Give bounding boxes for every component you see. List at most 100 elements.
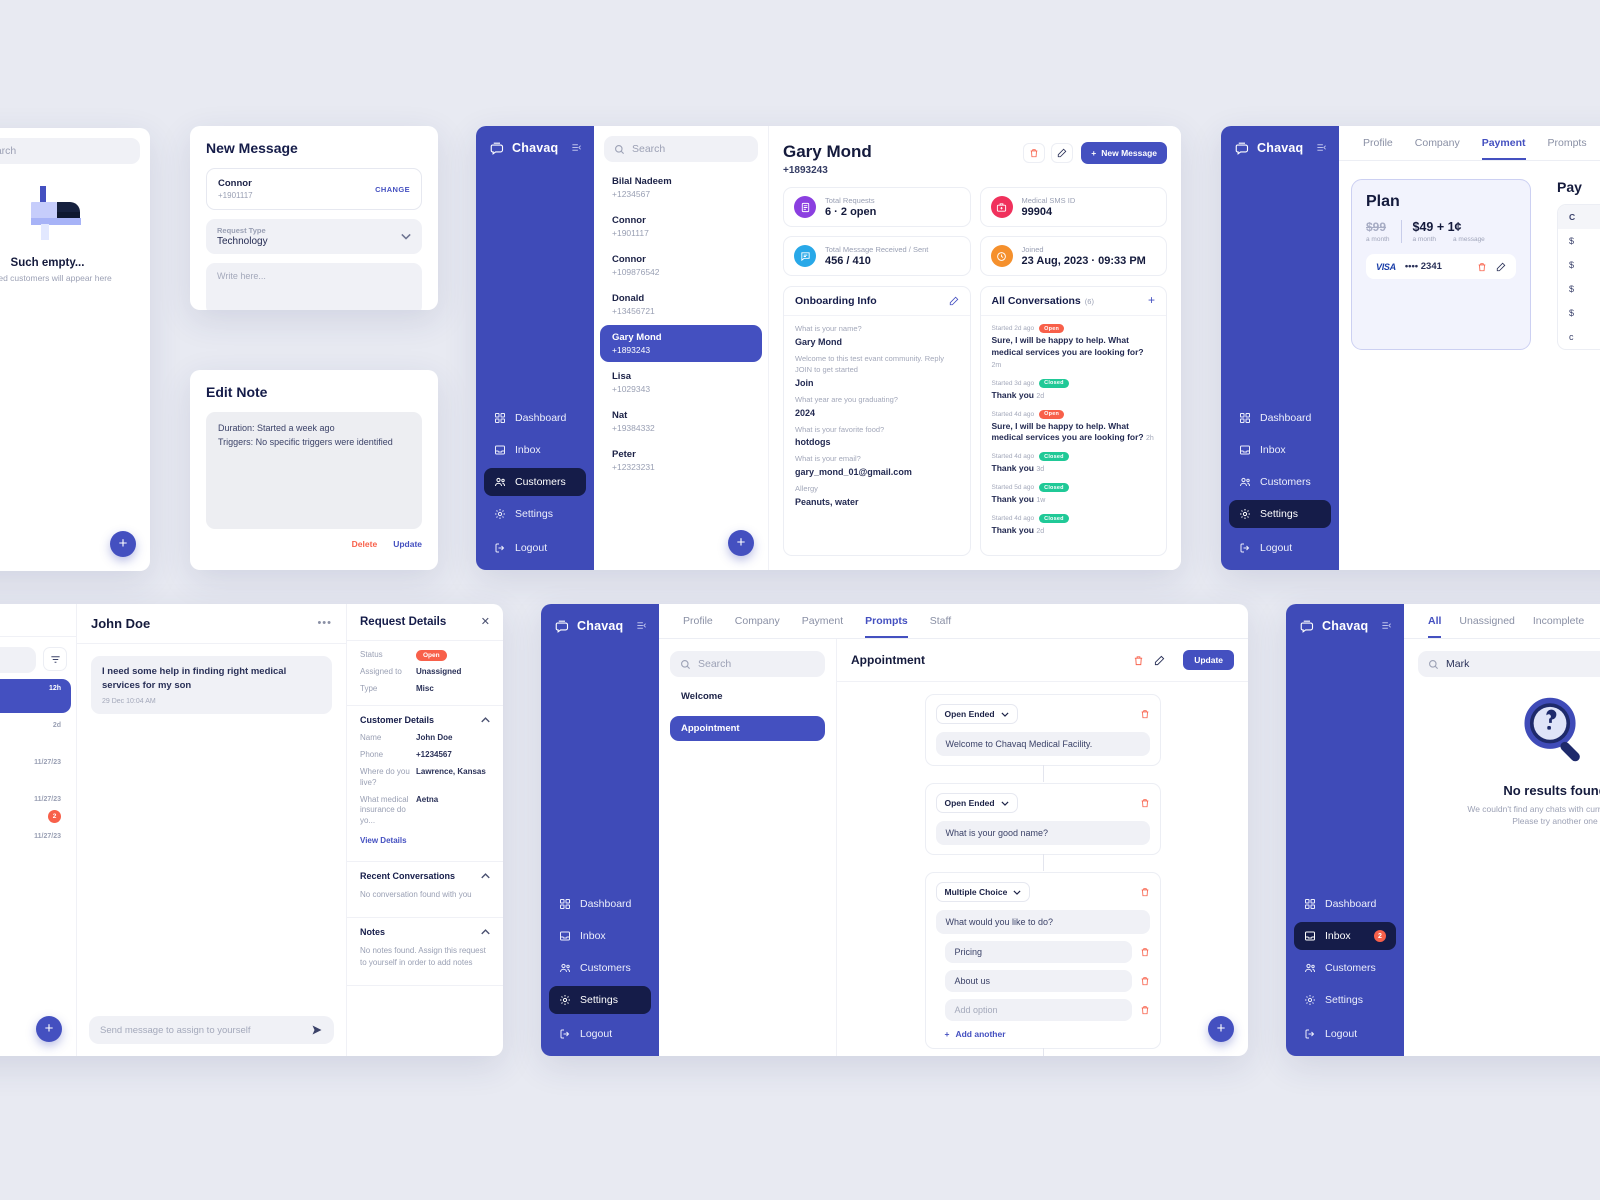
collapse-sidebar-icon[interactable] (1316, 142, 1327, 153)
chat-list-item[interactable]: 11/27/23 2 (0, 790, 71, 824)
tab-unassigned[interactable]: Unassigned (1459, 615, 1515, 627)
prompt-item-appointment[interactable]: Appointment (670, 716, 825, 741)
tab-incomplete[interactable]: Incomplete (1532, 615, 1585, 627)
new-message-button[interactable]: + New Message (1081, 142, 1167, 164)
notes-section-header[interactable]: Notes (347, 918, 503, 942)
delete-option-icon[interactable] (1140, 947, 1150, 957)
sidebar-item-customers[interactable]: Customers (1294, 954, 1396, 982)
sidebar-item-inbox[interactable]: Inbox (484, 436, 586, 464)
tab-prompts[interactable]: Prompts (865, 615, 908, 638)
conversation-item[interactable]: Started 4d ago Open Sure, I will be happy … (992, 409, 1156, 445)
step-type-select[interactable]: Open Ended (935, 704, 1018, 724)
tab-payment[interactable]: Payment (1481, 137, 1526, 160)
list-item[interactable]: Connor +1901117 (600, 208, 762, 245)
thread-menu-icon[interactable]: ••• (317, 617, 332, 630)
sidebar-item-inbox[interactable]: Inbox (549, 922, 651, 950)
chat-list-item[interactable]: 2d (0, 716, 71, 750)
search-input[interactable]: Search (0, 138, 140, 164)
step-text-input[interactable]: What would you like to do? (935, 910, 1150, 934)
tab-payment[interactable]: Payment (801, 615, 844, 627)
step-type-select[interactable]: Open Ended (935, 793, 1018, 813)
edit-card-icon[interactable] (1496, 262, 1506, 272)
tab-prompts[interactable]: Prompts (1547, 137, 1587, 149)
collapse-sidebar-icon[interactable] (636, 620, 647, 631)
sidebar-item-settings[interactable]: Settings (549, 986, 651, 1014)
update-note-button[interactable]: Update (393, 539, 422, 549)
sidebar-item-dashboard[interactable]: Dashboard (1229, 404, 1331, 432)
delete-option-icon[interactable] (1140, 976, 1150, 986)
tab-staff[interactable]: Staff (929, 615, 952, 627)
list-item[interactable]: Donald +13456721 (600, 286, 762, 323)
list-item[interactable]: Bilal Nadeem +1234567 (600, 169, 762, 206)
chat-list-item[interactable]: 11/27/23 (0, 827, 71, 861)
sidebar-item-customers[interactable]: Customers (484, 468, 586, 496)
conversation-item[interactable]: Started 4d ago Closed Thank you 2d (992, 514, 1156, 537)
customer-search-input[interactable]: Search (604, 136, 758, 162)
prompt-search-input[interactable]: Search (670, 651, 825, 677)
logout-button[interactable]: Logout (541, 1018, 659, 1056)
conversation-item[interactable]: Started 3d ago Closed Thank you 2d (992, 378, 1156, 402)
delete-step-icon[interactable] (1140, 887, 1150, 897)
list-item-selected[interactable]: Gary Mond +1893243 (600, 325, 762, 362)
send-icon[interactable] (311, 1024, 323, 1036)
edit-customer-button[interactable] (1051, 143, 1074, 163)
sidebar-item-customers[interactable]: Customers (549, 954, 651, 982)
tab-profile[interactable]: Profile (683, 615, 713, 627)
delete-option-icon[interactable] (1140, 1005, 1150, 1015)
tab-all[interactable]: All (1428, 615, 1442, 638)
conversation-item[interactable]: Started 2d ago Open Sure, I will be happy … (992, 324, 1156, 371)
sidebar-item-dashboard[interactable]: Dashboard (549, 890, 651, 918)
tab-company[interactable]: Company (1414, 137, 1460, 149)
delete-note-button[interactable]: Delete (351, 539, 378, 549)
option-input[interactable]: Pricing (944, 941, 1132, 963)
list-item[interactable]: Nat +19384332 (600, 403, 762, 440)
sidebar-item-customers[interactable]: Customers (1229, 468, 1331, 496)
chat-list-item[interactable]: 11/27/23 (0, 753, 71, 787)
conversation-item[interactable]: Started 4d ago Closed Thank you 3d (992, 452, 1156, 475)
new-chat-fab[interactable]: + (36, 1016, 62, 1042)
delete-customer-button[interactable] (1023, 143, 1046, 163)
close-icon[interactable]: ✕ (480, 615, 490, 628)
sidebar-item-inbox[interactable]: Inbox (1229, 436, 1331, 464)
list-item[interactable]: Peter +12323231 (600, 442, 762, 479)
sidebar-item-dashboard[interactable]: Dashboard (484, 404, 586, 432)
sidebar-item-settings[interactable]: Settings (1294, 986, 1396, 1014)
option-input[interactable]: About us (944, 970, 1132, 992)
logout-button[interactable]: Logout (1286, 1018, 1404, 1056)
change-recipient-button[interactable]: CHANGE (375, 184, 410, 194)
add-prompt-fab[interactable]: + (1208, 1016, 1234, 1042)
option-input-placeholder[interactable]: Add option (944, 999, 1132, 1021)
logout-button[interactable]: Logout (1221, 532, 1339, 570)
request-type-select[interactable]: Request Type Technology (206, 219, 422, 254)
filter-button[interactable] (43, 647, 67, 671)
delete-card-icon[interactable] (1477, 262, 1487, 272)
delete-prompt-icon[interactable] (1133, 655, 1144, 666)
delete-step-icon[interactable] (1140, 709, 1150, 719)
collapse-sidebar-icon[interactable] (1381, 620, 1392, 631)
rename-prompt-icon[interactable] (1154, 655, 1165, 666)
view-details-link[interactable]: View Details (360, 835, 407, 845)
add-customer-fab[interactable]: + (110, 531, 136, 557)
sidebar-item-settings[interactable]: Settings (1229, 500, 1331, 528)
inbox-search-input[interactable]: Mark ✕ (1418, 651, 1600, 677)
update-prompt-button[interactable]: Update (1183, 650, 1234, 670)
step-text-input[interactable]: Welcome to Chavaq Medical Facility. (935, 732, 1150, 756)
sidebar-item-inbox[interactable]: Inbox 2 (1294, 922, 1396, 950)
list-item[interactable]: Connor +109876542 (600, 247, 762, 284)
add-customer-fab[interactable]: + (728, 530, 754, 556)
sidebar-item-settings[interactable]: Settings (484, 500, 586, 528)
step-text-input[interactable]: What is your good name? (935, 821, 1150, 845)
prompt-item-welcome[interactable]: Welcome (681, 691, 723, 702)
collapse-sidebar-icon[interactable] (571, 142, 582, 153)
recent-conversations-section-header[interactable]: Recent Conversations (347, 862, 503, 886)
chat-search-input[interactable] (0, 647, 36, 673)
add-conversation-icon[interactable]: + (1147, 293, 1155, 308)
sidebar-item-dashboard[interactable]: Dashboard (1294, 890, 1396, 918)
message-textarea[interactable]: Write here... (206, 263, 422, 310)
edit-onboarding-icon[interactable] (949, 296, 959, 306)
list-item[interactable]: Lisa +1029343 (600, 364, 762, 401)
logout-button[interactable]: Logout (476, 532, 594, 570)
chat-list-item-selected[interactable]: 12h vices for my son (0, 679, 71, 713)
step-type-select[interactable]: Multiple Choice (935, 882, 1031, 902)
conversation-item[interactable]: Started 5d ago Closed Thank you 1w (992, 483, 1156, 506)
